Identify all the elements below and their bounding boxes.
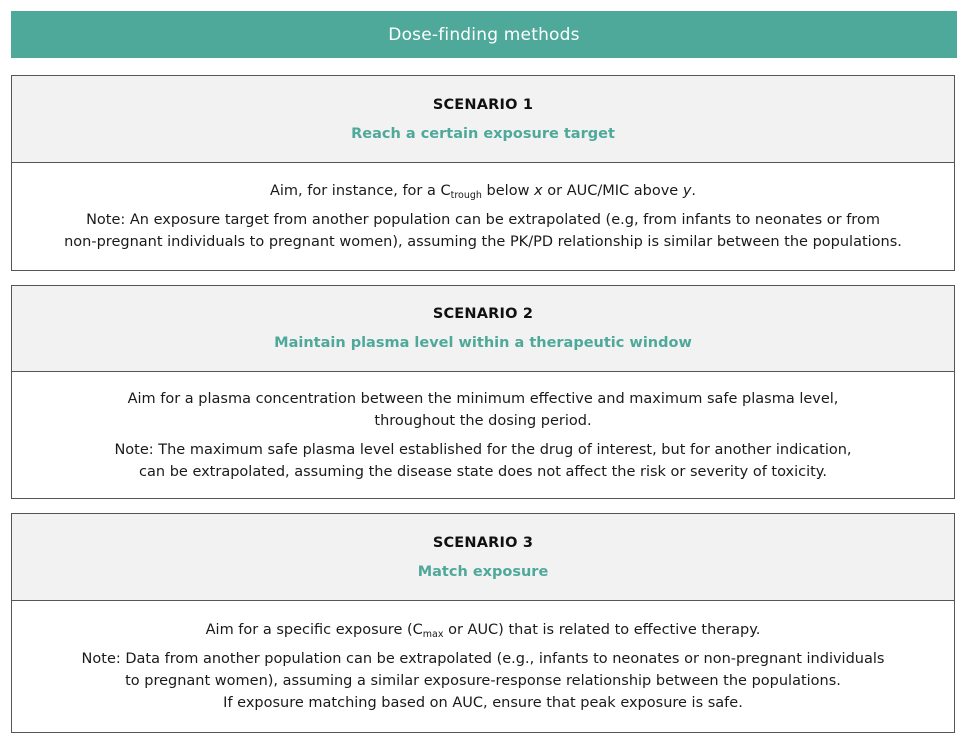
scenario-1-label: SCENARIO 1 (432, 96, 534, 113)
scenario-1-note: Note: An exposure target from another po… (64, 209, 902, 253)
aim-variable-x: x (534, 183, 543, 199)
scenario-3-body: Aim for a specific exposure (Cmax or AUC… (12, 601, 954, 732)
scenario-3-aim: Aim for a specific exposure (Cmax or AUC… (206, 619, 761, 641)
scenario-1-box: SCENARIO 1 Reach a certain exposure targ… (11, 75, 955, 271)
scenario-1-body: Aim, for instance, for a Ctrough below x… (12, 163, 954, 270)
note-line: can be extrapolated, assuming the diseas… (139, 463, 827, 480)
scenario-3-box: SCENARIO 3 Match exposure Aim for a spec… (11, 513, 955, 733)
scenario-1-subtitle: Reach a certain exposure target (351, 125, 615, 142)
scenario-2-label: SCENARIO 2 (432, 306, 534, 322)
note-line: Note: Data from another population can b… (81, 651, 885, 667)
aim-line: throughout the dosing period. (374, 412, 592, 429)
aim-text: below (481, 183, 535, 199)
scenario-2-note: Note: The maximum safe plasma level esta… (114, 439, 851, 483)
aim-line: Aim for a plasma concentration between t… (127, 390, 839, 407)
aim-text: . (691, 183, 697, 199)
note-line: Note: An exposure target from another po… (86, 212, 880, 228)
scenario-3-subtitle: Match exposure (417, 563, 549, 580)
scenario-2-box: SCENARIO 2 Maintain plasma level within … (11, 285, 955, 499)
aim-text: or AUC/MIC above (542, 183, 683, 199)
scenario-2-subtitle: Maintain plasma level within a therapeut… (274, 335, 692, 351)
scenario-3-label: SCENARIO 3 (432, 534, 534, 551)
scenario-1-aim: Aim, for instance, for a Ctrough below x… (270, 180, 696, 202)
note-line: If exposure matching based on AUC, ensur… (223, 695, 743, 711)
diagram-header: Dose-finding methods (11, 11, 957, 58)
scenario-3-note: Note: Data from another population can b… (82, 648, 885, 714)
scenario-1-header: SCENARIO 1 Reach a certain exposure targ… (12, 76, 954, 163)
scenario-2-body: Aim for a plasma concentration between t… (12, 372, 954, 498)
note-line: to pregnant women), assuming a similar e… (125, 673, 841, 689)
aim-text: Aim, for instance, for a C (269, 183, 451, 199)
scenario-2-header: SCENARIO 2 Maintain plasma level within … (12, 286, 954, 372)
aim-text: Aim for a specific exposure (C (205, 622, 423, 638)
scenario-3-header: SCENARIO 3 Match exposure (12, 514, 954, 601)
aim-subscript: max (422, 629, 444, 640)
aim-text: or AUC) that is related to effective the… (443, 622, 761, 638)
note-line: Note: The maximum safe plasma level esta… (114, 441, 852, 458)
aim-variable-y: y (682, 183, 692, 199)
aim-subscript: trough (450, 190, 482, 201)
scenario-2-aim: Aim for a plasma concentration between t… (128, 388, 839, 432)
note-line: non-pregnant individuals to pregnant wom… (64, 234, 902, 250)
header-title: Dose-finding methods (388, 24, 580, 45)
